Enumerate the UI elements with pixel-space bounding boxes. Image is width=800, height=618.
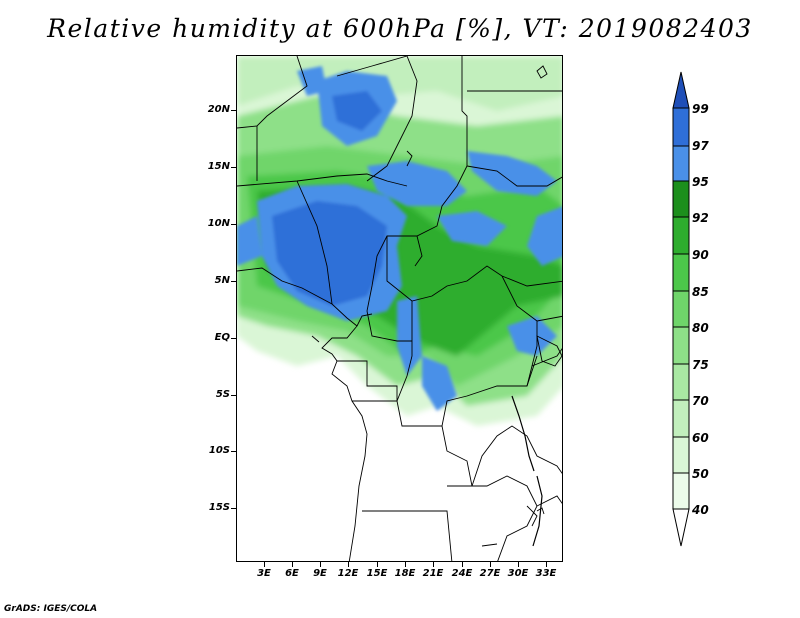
lon-tickmark [546,562,547,567]
lat-tickmark [231,451,236,452]
lon-tickmark [462,562,463,567]
lat-tick-15s: 15S [208,502,230,513]
colorbar-label-92: 92 [692,211,709,225]
colorbar-segment-60-70 [672,399,690,438]
colorbar-label-80: 80 [692,321,709,335]
lat-tick-15n: 15N [207,161,230,172]
colorbar-segment-90-92 [672,216,690,255]
colorbar-segment-92-95 [672,180,690,218]
colorbar-segment-below-40 [672,508,690,547]
lon-tick-27e: 27E [479,568,501,579]
map-panel [236,55,563,562]
lon-tick-3e: 3E [257,568,271,579]
colorbar-segment-95-97 [672,145,690,182]
colorbar-label-50: 50 [692,467,709,481]
lat-tick-eq: EQ [214,332,230,343]
lat-tick-10s: 10S [208,445,230,456]
lon-tickmark [348,562,349,567]
lon-tick-21e: 21E [422,568,444,579]
boundaries [237,56,562,561]
lon-tickmark [377,562,378,567]
colorbar-segment-above-99 [672,71,690,109]
lon-tick-9e: 9E [313,568,327,579]
lat-tickmark [231,167,236,168]
colorbar-segment-75-80 [672,326,690,365]
lat-tick-20n: 20N [207,104,230,115]
lat-tickmark [231,508,236,509]
lat-tickmark [231,224,236,225]
colorbar-segment-40-50 [672,472,690,510]
colorbar-label-85: 85 [692,285,709,299]
colorbar-label-95: 95 [692,175,709,189]
lon-tickmark [320,562,321,567]
lon-tick-30e: 30E [507,568,529,579]
lon-tick-6e: 6E [285,568,299,579]
lon-tickmark [490,562,491,567]
lat-tickmark [231,110,236,111]
colorbar-label-60: 60 [692,431,709,445]
lon-tick-18e: 18E [394,568,416,579]
footer-credit: GrADS: IGES/COLA [4,604,98,614]
lon-tickmark [264,562,265,567]
lon-tickmark [433,562,434,567]
colorbar [672,71,690,547]
colorbar-label-75: 75 [692,358,709,372]
colorbar-segment-80-85 [672,290,690,328]
colorbar-segment-70-75 [672,363,690,401]
colorbar-segment-50-60 [672,436,690,474]
colorbar-segment-97-99 [672,107,690,147]
colorbar-label-97: 97 [692,139,709,153]
lat-tickmark [231,395,236,396]
chart-title: Relative humidity at 600hPa [%], VT: 201… [47,14,753,43]
colorbar-label-40: 40 [692,503,709,517]
lat-tickmark [231,281,236,282]
lon-tickmark [405,562,406,567]
lat-tick-5n: 5N [214,275,230,286]
colorbar-label-70: 70 [692,394,709,408]
humidity-map [237,56,562,561]
humidity-field-saturated [237,66,562,411]
lat-tickmark [231,338,236,339]
colorbar-segment-85-90 [672,253,690,292]
lon-tick-24e: 24E [451,568,473,579]
lat-tick-10n: 10N [207,218,230,229]
lon-tickmark [518,562,519,567]
colorbar-label-90: 90 [692,248,709,262]
lat-tick-5s: 5S [215,389,230,400]
lon-tick-15e: 15E [366,568,388,579]
lon-tick-33e: 33E [535,568,557,579]
lon-tickmark [292,562,293,567]
lon-tick-12e: 12E [337,568,359,579]
colorbar-label-99: 99 [692,102,709,116]
